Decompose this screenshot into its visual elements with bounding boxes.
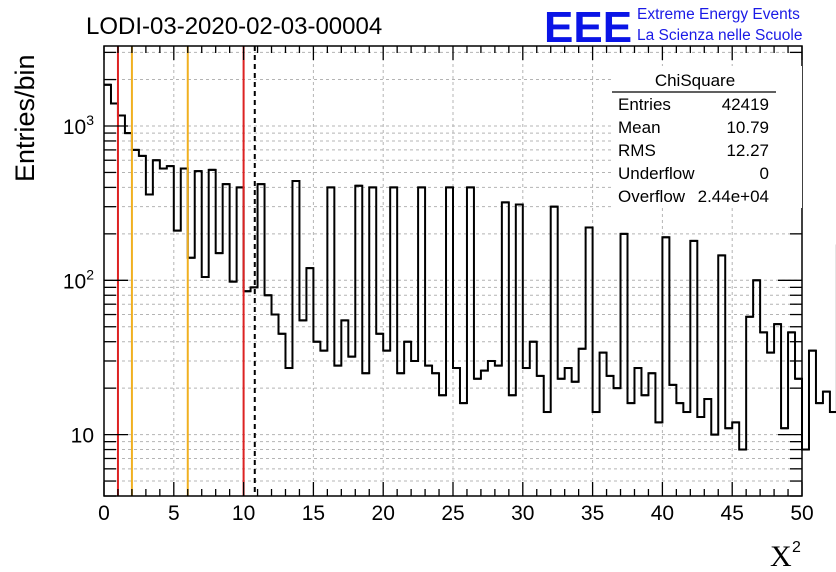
x-axis-title-base: X <box>770 540 792 572</box>
x-tick-label: 35 <box>581 502 604 525</box>
stats-box: ChiSquare Entries 42419 Mean 10.79 RMS 12.27 U… <box>612 66 802 208</box>
x-axis-title-superscript: 2 <box>792 539 801 556</box>
logo-text-line1: Extreme Energy Events <box>637 6 800 23</box>
y-tick-label-base: 10 <box>71 425 94 448</box>
stats-row-label: RMS <box>618 141 656 160</box>
stats-row-label: Entries <box>618 95 671 114</box>
stats-box-title: ChiSquare <box>655 71 735 90</box>
stats-row-value: 10.79 <box>726 118 769 137</box>
eee-logo-mark: EEE <box>544 3 632 52</box>
y-tick-label: 102 <box>63 266 94 293</box>
x-tick-label: 45 <box>721 502 744 525</box>
x-tick-labels: 0 5 10 15 20 25 30 35 40 45 50 <box>98 502 814 525</box>
x-tick-label: 5 <box>168 502 180 525</box>
x-tick-label: 10 <box>232 502 255 525</box>
stats-row-label: Mean <box>618 118 661 137</box>
eee-logo: EEE Extreme Energy Events La Scienza nel… <box>544 3 802 52</box>
x-tick-label: 40 <box>651 502 674 525</box>
chart-title: LODI-03-2020-02-03-00004 <box>86 13 382 40</box>
logo-text-line2: La Scienza nelle Scuole <box>637 27 802 44</box>
threshold-lines <box>116 46 256 496</box>
y-tick-label: 103 <box>63 112 94 139</box>
y-axis-title: Entries/bin <box>10 54 40 182</box>
y-tick-label-exponent: 2 <box>86 266 94 282</box>
y-tick-label-base: 10 <box>63 116 86 139</box>
x-tick-label: 20 <box>372 502 395 525</box>
x-tick-label: 15 <box>302 502 325 525</box>
x-tick-label: 0 <box>98 502 110 525</box>
stats-row-label: Underflow <box>618 164 695 183</box>
stats-row-value: 12.27 <box>726 141 769 160</box>
x-tick-label: 50 <box>790 502 813 525</box>
y-tick-label-exponent: 3 <box>86 112 94 128</box>
x-axis-title: X 2 <box>770 539 801 572</box>
stats-row-label: Overflow <box>618 187 686 206</box>
x-tick-label: 30 <box>511 502 534 525</box>
stats-row-value: 0 <box>760 164 769 183</box>
x-tick-label: 25 <box>441 502 464 525</box>
y-tick-label: 10 <box>71 425 94 448</box>
histogram <box>104 83 836 451</box>
y-tick-label-base: 10 <box>63 270 86 293</box>
stats-box-background <box>612 66 802 208</box>
stats-row-value: 42419 <box>722 95 769 114</box>
stats-row-value: 2.44e+04 <box>698 187 769 206</box>
